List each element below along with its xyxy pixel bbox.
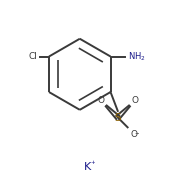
Text: S: S xyxy=(114,112,121,122)
Text: K: K xyxy=(83,162,91,172)
Text: NH$_2$: NH$_2$ xyxy=(128,50,145,63)
Text: O: O xyxy=(131,96,138,105)
Text: $^{+}$: $^{+}$ xyxy=(90,160,96,169)
Text: $^{-}$: $^{-}$ xyxy=(134,130,140,139)
Text: Cl: Cl xyxy=(28,52,37,61)
Text: O: O xyxy=(97,96,104,105)
Text: O: O xyxy=(130,130,137,139)
